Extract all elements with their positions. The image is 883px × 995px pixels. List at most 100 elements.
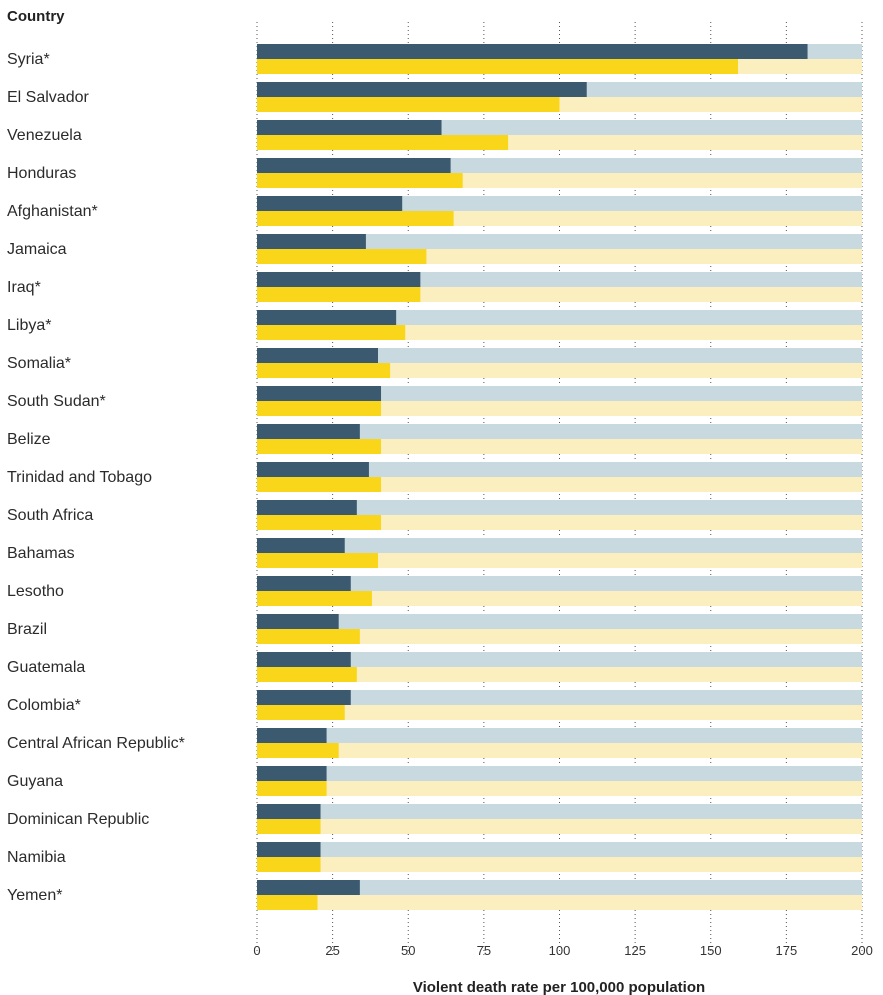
bar-dark-16 (257, 652, 351, 667)
bar-dark-21 (257, 842, 321, 857)
country-label: Brazil (7, 621, 47, 638)
bar-yellow-11 (257, 477, 382, 492)
bar-yellow-15 (257, 629, 360, 644)
bar-track (257, 895, 862, 910)
bar-track (257, 500, 862, 515)
bar-track (257, 386, 862, 401)
bar-track (257, 614, 862, 629)
country-label: Guyana (7, 773, 63, 790)
bar-yellow-2 (257, 135, 509, 150)
country-label: Guatemala (7, 659, 85, 676)
country-label: South Africa (7, 507, 93, 524)
country-label: Colombia* (7, 697, 81, 714)
bar-yellow-8 (257, 363, 391, 378)
x-axis-title: Violent death rate per 100,000 populatio… (413, 979, 705, 995)
bar-dark-12 (257, 500, 357, 515)
bar-track (257, 781, 862, 796)
country-label: South Sudan* (7, 393, 106, 410)
bar-track (257, 538, 862, 553)
country-label: Yemen* (7, 887, 62, 904)
bar-track (257, 439, 862, 454)
bar-yellow-13 (257, 553, 378, 568)
bar-dark-20 (257, 804, 321, 819)
bar-track (257, 629, 862, 644)
x-axis-ticks: 0 25 50 75 100 125 150 175 200 (253, 943, 872, 958)
bar-track (257, 363, 862, 378)
country-label: Iraq* (7, 279, 41, 296)
y-axis-title: Country (7, 8, 65, 25)
bar-yellow-0 (257, 59, 738, 74)
x-tick-label: 0 (253, 943, 260, 958)
x-tick-label: 125 (624, 943, 646, 958)
bar-dark-10 (257, 424, 360, 439)
bars-area (257, 44, 862, 910)
bar-track (257, 401, 862, 416)
bar-yellow-9 (257, 401, 382, 416)
bar-track (257, 591, 862, 606)
x-tick-label: 200 (851, 943, 873, 958)
bar-track (257, 667, 862, 682)
bar-yellow-18 (257, 743, 339, 758)
bar-dark-18 (257, 728, 327, 743)
bar-track (257, 462, 862, 477)
country-labels: Syria* El Salvador Venezuela Honduras Afghan… (7, 51, 185, 904)
bar-track (257, 705, 862, 720)
bar-track (257, 743, 862, 758)
bar-dark-2 (257, 120, 442, 135)
bar-dark-5 (257, 234, 366, 249)
bar-yellow-21 (257, 857, 321, 872)
country-label: Jamaica (7, 241, 67, 258)
bar-dark-9 (257, 386, 382, 401)
country-label: Libya* (7, 317, 51, 334)
bar-dark-11 (257, 462, 369, 477)
bar-dark-22 (257, 880, 360, 895)
bar-dark-4 (257, 196, 403, 211)
bar-track (257, 842, 862, 857)
bar-track (257, 857, 862, 872)
bar-yellow-7 (257, 325, 406, 340)
bar-dark-14 (257, 576, 351, 591)
bar-dark-15 (257, 614, 339, 629)
bar-yellow-5 (257, 249, 427, 264)
x-tick-label: 100 (549, 943, 571, 958)
x-tick-label: 75 (477, 943, 491, 958)
bar-yellow-1 (257, 97, 560, 112)
country-label: Venezuela (7, 127, 82, 144)
country-label: Lesotho (7, 583, 64, 600)
country-label: El Salvador (7, 89, 89, 106)
bar-dark-3 (257, 158, 451, 173)
country-label: Honduras (7, 165, 76, 182)
bar-yellow-20 (257, 819, 321, 834)
bar-yellow-17 (257, 705, 345, 720)
country-label: Dominican Republic (7, 811, 149, 828)
bar-track (257, 728, 862, 743)
bar-dark-13 (257, 538, 345, 553)
country-label: Belize (7, 431, 51, 448)
bar-dark-19 (257, 766, 327, 781)
bar-track (257, 576, 862, 591)
country-label: Afghanistan* (7, 203, 98, 220)
country-label: Somalia* (7, 355, 71, 372)
bar-track (257, 310, 862, 325)
bar-dark-8 (257, 348, 378, 363)
bar-dark-7 (257, 310, 397, 325)
bar-track (257, 819, 862, 834)
bar-yellow-3 (257, 173, 463, 188)
bar-yellow-22 (257, 895, 318, 910)
bar-yellow-19 (257, 781, 327, 796)
country-label: Central African Republic* (7, 735, 185, 752)
x-tick-label: 150 (700, 943, 722, 958)
bar-dark-17 (257, 690, 351, 705)
bar-yellow-4 (257, 211, 454, 226)
bar-track (257, 880, 862, 895)
bar-track (257, 553, 862, 568)
bar-track (257, 234, 862, 249)
bar-track (257, 652, 862, 667)
bar-track (257, 196, 862, 211)
bar-yellow-14 (257, 591, 372, 606)
bar-dark-6 (257, 272, 421, 287)
bar-track (257, 325, 862, 340)
country-label: Syria* (7, 51, 50, 68)
bar-track (257, 804, 862, 819)
